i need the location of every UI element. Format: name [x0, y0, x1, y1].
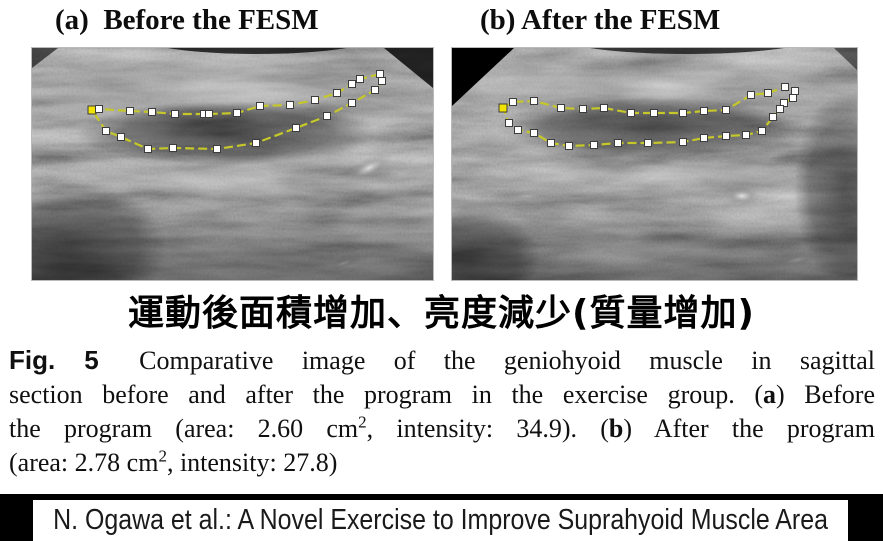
outline-marker: [679, 138, 687, 146]
caption-line: Fig. 5 Comparative image of the geniohyo…: [9, 343, 875, 378]
outline-marker: [650, 109, 658, 117]
outline-marker: [644, 139, 652, 147]
caption-segment: (area: 2.78 cm: [9, 448, 159, 477]
outline-marker: [700, 107, 708, 115]
ultrasound-canvas-b: [400, 18, 883, 308]
caption-line: the program (area: 2.60 cm2, intensity: …: [9, 412, 875, 446]
caption-segment: ) Before: [776, 380, 875, 409]
caption-segment: , intensity: 34.9). (: [366, 414, 609, 443]
panel-title-a: (a) Before the FESM: [55, 4, 319, 36]
outline-marker: [557, 104, 565, 112]
outline-marker: [171, 110, 179, 118]
outline-marker: [356, 75, 364, 83]
outline-marker: [102, 127, 110, 135]
footer-text-box: N. Ogawa et al.: A Novel Exercise to Imp…: [33, 500, 848, 541]
outline-marker: [600, 104, 608, 112]
outline-marker: [323, 112, 331, 120]
ultrasound-image-after: [400, 18, 883, 308]
outline-marker: [590, 141, 598, 149]
outline-marker: [252, 139, 260, 147]
outline-marker: [311, 96, 319, 104]
outline-marker: [769, 113, 777, 121]
cjk-summary: 運動後面積增加、亮度減少(質量增加): [128, 293, 755, 334]
outline-start-marker: [498, 103, 508, 113]
outline-marker: [256, 102, 264, 110]
outline-marker: [213, 145, 221, 153]
outline-marker: [348, 99, 356, 107]
outline-marker: [505, 119, 513, 127]
outline-marker: [126, 107, 134, 115]
outline-marker: [742, 131, 750, 139]
outline-marker: [579, 105, 587, 113]
outline-marker: [205, 110, 213, 118]
outline-marker: [530, 97, 538, 105]
caption-line: section before and after the program in …: [9, 378, 875, 412]
muscle-outline-b: [498, 83, 799, 150]
caption-segment: , intensity: 27.8): [166, 448, 338, 477]
caption-segment: a: [763, 380, 776, 409]
caption-segment: Fig. 5: [9, 345, 99, 375]
caption-segment: ) After the program: [623, 414, 875, 443]
outline-marker: [117, 133, 125, 141]
outline-marker: [376, 70, 384, 78]
outline-marker: [747, 91, 755, 99]
caption-segment: section before and after the program in …: [9, 380, 763, 409]
outline-marker: [614, 139, 622, 147]
outline-marker: [378, 77, 386, 85]
caption-segment: 2: [358, 412, 367, 432]
outline-marker: [233, 109, 241, 117]
outline-marker: [764, 89, 772, 97]
outline-marker: [547, 139, 555, 147]
outline-marker: [722, 106, 730, 114]
outline-marker: [148, 108, 156, 116]
outline-marker: [679, 109, 687, 117]
outline-marker: [292, 124, 300, 132]
outline-marker: [627, 109, 635, 117]
outline-marker: [514, 126, 522, 134]
outline-marker: [333, 89, 341, 97]
outline-marker: [776, 105, 784, 113]
ultrasound-image-before: [0, 18, 472, 313]
panel-title-b: (b) After the FESM: [480, 4, 721, 36]
caption-segment: the program (area: 2.60 cm: [9, 414, 359, 443]
muscle-outline-a: [87, 70, 386, 153]
ultrasound-canvas-a: [0, 18, 472, 313]
outline-marker: [95, 105, 103, 113]
caption-line: (area: 2.78 cm2, intensity: 27.8): [9, 446, 875, 480]
outline-marker: [530, 129, 538, 137]
outline-marker: [348, 80, 356, 88]
outline-marker: [722, 132, 730, 140]
outline-marker: [565, 142, 573, 150]
caption-segment: b: [608, 414, 624, 443]
outline-marker: [144, 145, 152, 153]
outline-marker: [758, 127, 766, 135]
caption-segment: Comparative image of the geniohyoid musc…: [110, 346, 875, 375]
outline-marker: [286, 101, 294, 109]
outline-marker: [789, 94, 797, 102]
outline-marker: [781, 83, 789, 91]
caption-segment: 2: [158, 446, 167, 466]
outline-marker: [791, 87, 799, 95]
outline-marker: [169, 144, 177, 152]
outline-marker: [509, 98, 517, 106]
outline-marker: [700, 134, 708, 142]
figure-caption: Fig. 5 Comparative image of the geniohyo…: [9, 343, 875, 480]
footer-bar: N. Ogawa et al.: A Novel Exercise to Imp…: [0, 494, 883, 541]
outline-marker: [371, 86, 379, 94]
footer-citation: N. Ogawa et al.: A Novel Exercise to Imp…: [53, 504, 828, 536]
outline-start-marker: [87, 105, 97, 115]
